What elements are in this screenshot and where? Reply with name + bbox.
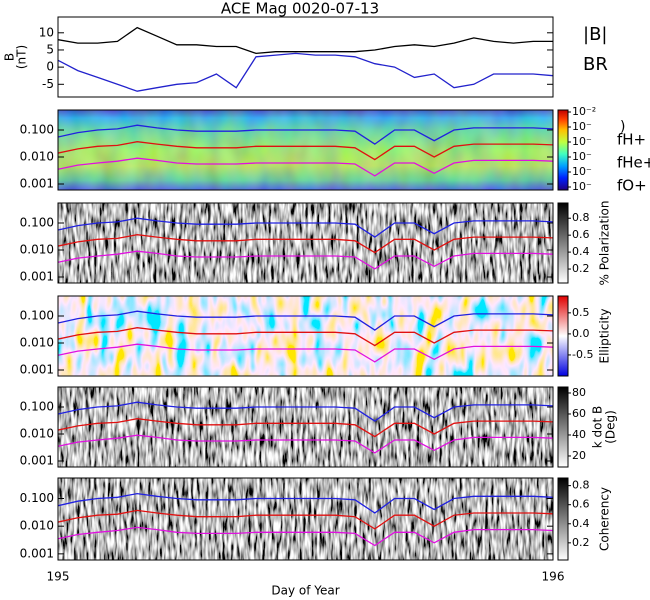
y-axis-label: (nT) <box>15 45 29 69</box>
y-tick-label: 0.100 <box>20 215 54 229</box>
legend-entry: BR <box>583 54 608 75</box>
series-line <box>58 52 553 92</box>
colorbar-label: Ellipticity <box>598 309 612 364</box>
y-tick-label: 10 <box>39 25 54 39</box>
colorbar-tick-label: 80 <box>572 386 586 399</box>
x-axis-label: Day of Year <box>271 584 339 598</box>
y-tick-label: 0.100 <box>20 399 54 413</box>
colorbar <box>557 477 569 561</box>
colorbar-label: % Polarization <box>598 201 612 286</box>
y-tick-label: 0.100 <box>20 491 54 505</box>
series-line <box>58 157 553 177</box>
y-tick-label: 5 <box>46 42 54 56</box>
spectrogram <box>58 478 553 560</box>
colorbar-label: ) <box>620 119 625 135</box>
y-tick-label: 0.001 <box>20 454 54 468</box>
series-line <box>58 310 553 331</box>
colorbar <box>557 386 569 468</box>
colorbar <box>557 295 569 377</box>
y-tick-label: -5 <box>42 77 54 91</box>
series-line <box>58 418 553 438</box>
colorbar-tick-label: 10⁻² <box>572 105 596 118</box>
colorbar-tick-label: -0.5 <box>572 348 593 361</box>
colorbar-tick-label: 10⁻ <box>572 165 592 178</box>
series-line <box>58 141 553 161</box>
plot-frame <box>57 477 554 561</box>
plot-frame <box>57 16 554 98</box>
y-tick-label: 0.010 <box>20 336 54 350</box>
y-tick-label: 0.100 <box>20 308 54 322</box>
colorbar-label: k dot B <box>591 406 605 448</box>
legend-entry: fH+ <box>617 131 646 149</box>
y-tick-label: 0.001 <box>20 363 54 377</box>
colorbar-tick-label: 0.8 <box>572 479 590 492</box>
y-tick-label: 0.010 <box>20 243 54 257</box>
plot-frame <box>57 295 554 377</box>
plot-frame <box>57 202 554 284</box>
series-line <box>58 401 553 422</box>
series-line <box>58 327 553 347</box>
colorbar-tick-label: 10⁻ <box>572 120 592 133</box>
plot-frame <box>57 109 554 191</box>
colorbar <box>557 109 569 191</box>
colorbar-tick-label: 0.6 <box>572 228 590 241</box>
x-tick-label: 195 <box>47 570 70 584</box>
series-line <box>58 509 553 530</box>
y-tick-label: 0.001 <box>20 177 54 191</box>
colorbar <box>557 202 569 284</box>
colorbar-tick-label: 10⁻ <box>572 135 592 148</box>
colorbar-tick-label: 0.8 <box>572 211 590 224</box>
y-axis-label: B <box>3 53 17 61</box>
spectrogram <box>58 203 553 283</box>
y-tick-label: 0 <box>46 60 54 74</box>
colorbar-tick-label: 20 <box>572 449 586 462</box>
spectrogram <box>58 387 553 467</box>
series-line <box>58 492 553 514</box>
colorbar-tick-label: 10⁻ <box>572 180 592 193</box>
y-tick-label: 0.010 <box>20 427 54 441</box>
colorbar-tick-label: 0.6 <box>572 498 590 511</box>
spectrogram-texture <box>58 110 553 190</box>
series-line <box>58 434 553 454</box>
colorbar-tick-label: 0.4 <box>572 517 590 530</box>
colorbar-tick-label: 10⁻ <box>572 150 592 163</box>
plot-frame <box>57 386 554 468</box>
spectrogram <box>58 296 553 376</box>
chart-title: ACE Mag 0020-07-13 <box>221 0 379 18</box>
colorbar-tick-label: 0.2 <box>572 262 590 275</box>
x-tick-label: 196 <box>542 570 565 584</box>
colorbar-tick-label: 0.5 <box>572 306 590 319</box>
legend-entry: |B| <box>583 24 607 45</box>
colorbar-tick-label: 0.2 <box>572 536 590 549</box>
legend-entry: fO+ <box>617 177 647 195</box>
colorbar-label: (Deg) <box>604 410 618 444</box>
series-line <box>58 217 553 238</box>
colorbar-tick-label: 0.4 <box>572 245 590 258</box>
colorbar-label: Coherency <box>598 487 612 551</box>
y-tick-label: 0.001 <box>20 546 54 560</box>
colorbar-tick-label: 60 <box>572 407 586 420</box>
colorbar-tick-label: 0.0 <box>572 327 590 340</box>
y-tick-label: 0.100 <box>20 122 54 136</box>
series-line <box>58 26 553 55</box>
series-line <box>58 526 553 547</box>
y-tick-label: 0.010 <box>20 519 54 533</box>
series-line <box>58 124 553 145</box>
legend-entry: fHe+ <box>617 154 650 172</box>
series-line <box>58 250 553 270</box>
series-line <box>58 343 553 363</box>
y-tick-label: 0.001 <box>20 270 54 284</box>
colorbar-tick-label: 40 <box>572 428 586 441</box>
y-tick-label: 0.010 <box>20 150 54 164</box>
series-line <box>58 234 553 254</box>
